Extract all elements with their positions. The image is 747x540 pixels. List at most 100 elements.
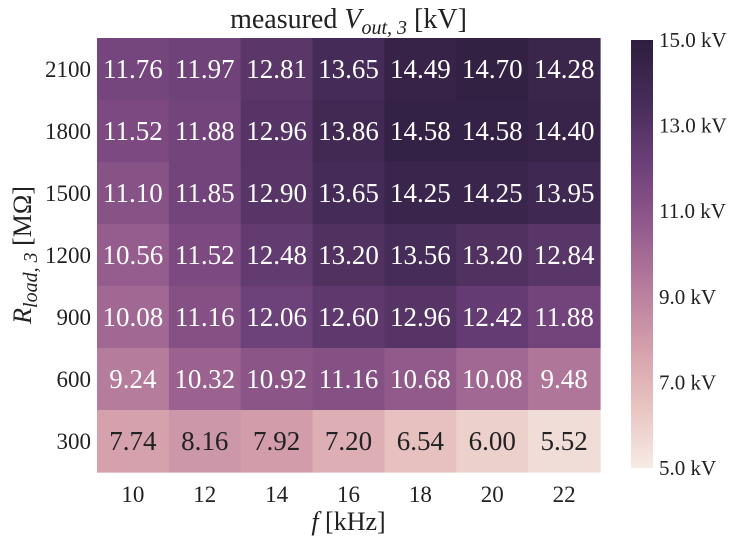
y-axis-label: Rload, 3 [MΩ] [8,186,42,325]
colorbar-tick-label: 15.0 kV [659,28,727,52]
colorbar [631,40,653,468]
y-tick-label: 1500 [45,181,91,206]
x-tick-label: 10 [121,482,144,507]
heatmap-cell [384,162,457,225]
heatmap-cell [240,100,314,163]
heatmap-cell [97,100,170,163]
cell-value-label: 11.88 [175,116,235,146]
x-axis-label: f [kHz] [311,507,385,536]
cell-value-label: 12.42 [462,302,523,332]
cell-value-label: 11.76 [103,54,163,84]
heatmap-cell [312,224,386,287]
heatmap-cell [240,38,314,101]
y-tick-label: 1800 [45,119,91,144]
x-tick-label: 14 [265,482,289,507]
chart-title-text: measured Vout, 3 [kV] [230,4,467,39]
cell-value-label: 6.00 [469,426,516,456]
heatmap-cell [528,100,601,163]
heatmap-cell [528,286,601,349]
cell-value-label: 13.56 [390,240,451,270]
cell-value-label: 10.56 [103,240,164,270]
y-tick-labels: 2100 1800 1500 1200 900 600 300 [45,57,91,454]
heatmap-cell [168,348,242,411]
heatmap-cell [456,38,529,101]
cell-value-label: 10.08 [462,364,523,394]
heatmap-cell [528,410,601,473]
cell-value-label: 12.96 [246,116,307,146]
cell-value-label: 11.16 [319,364,379,394]
heatmap-cell [312,286,386,349]
heatmap-cell [97,162,170,225]
cell-value-label: 14.70 [462,54,523,84]
heatmap-cell [312,38,386,101]
heatmap-cell [240,286,314,349]
cell-value-label: 6.54 [397,426,445,456]
heatmap-cell [97,410,170,473]
heatmap-cells [97,38,601,473]
heatmap-cell [456,224,529,287]
cell-value-label: 12.06 [246,302,307,332]
heatmap-cell [312,162,386,225]
cell-value-label: 11.52 [103,116,163,146]
cell-value-label: 14.25 [390,178,451,208]
cell-value-label: 14.28 [534,54,595,84]
heatmap-cell [528,162,601,225]
heatmap-cell [384,348,457,411]
cell-value-label: 9.48 [540,364,587,394]
colorbar-tick-label: 7.0 kV [659,370,716,394]
y-tick-label: 2100 [45,57,91,82]
heatmap-cell [312,100,386,163]
x-axis-label-text: f [kHz] [311,507,385,536]
cell-value-label: 14.49 [390,54,451,84]
cell-value-label: 5.52 [540,426,587,456]
heatmap-cell [456,100,529,163]
heatmap-cell [168,38,242,101]
cell-value-label: 13.95 [534,178,595,208]
heatmap-cell [384,38,457,101]
cell-value-label: 14.40 [534,116,595,146]
heatmap-cell [97,224,170,287]
heatmap-cell [528,224,601,287]
cell-value-label: 14.58 [390,116,451,146]
heatmap-cell [456,348,529,411]
heatmap-cell [240,410,314,473]
heatmap-cell [97,38,170,101]
colorbar-ticks: 5.0 kV 7.0 kV 9.0 kV 11.0 kV 13.0 kV 15.0 kV [659,28,727,480]
cell-value-label: 11.10 [103,178,163,208]
cell-value-label: 13.65 [318,54,379,84]
heatmap-cell [312,410,386,473]
heatmap-cell [168,410,242,473]
heatmap-cell [384,410,457,473]
x-tick-label: 18 [409,482,432,507]
cell-value-label: 11.52 [175,240,235,270]
cell-value-label: 14.58 [462,116,523,146]
heatmap-cell [528,348,601,411]
cell-value-label: 11.88 [534,302,594,332]
cell-value-label: 10.68 [390,364,451,394]
heatmap-cell [240,348,314,411]
x-tick-label: 12 [193,482,216,507]
cell-value-label: 12.84 [534,240,595,270]
heatmap-cell [456,162,529,225]
y-axis-label-text: Rload, 3 [MΩ] [8,186,42,325]
y-tick-label: 600 [57,367,92,392]
cell-value-label: 12.48 [246,240,307,270]
heatmap-cell [312,348,386,411]
heatmap-cell [384,286,457,349]
cell-value-label: 7.92 [253,426,300,456]
cell-value-label: 10.08 [103,302,164,332]
x-tick-label: 20 [481,482,504,507]
x-tick-label: 22 [553,482,576,507]
heatmap-cell [384,100,457,163]
cell-value-label: 13.86 [318,116,379,146]
colorbar-tick-label: 11.0 kV [659,199,726,223]
heatmap-cell [240,162,314,225]
cell-value-label: 12.90 [246,178,307,208]
x-tick-label: 16 [337,482,360,507]
heatmap-cell [384,224,457,287]
heatmap-cell [456,410,529,473]
chart-title: measured Vout, 3 [kV] [230,4,467,39]
cell-value-label: 12.60 [318,302,379,332]
cell-value-label: 11.16 [175,302,235,332]
